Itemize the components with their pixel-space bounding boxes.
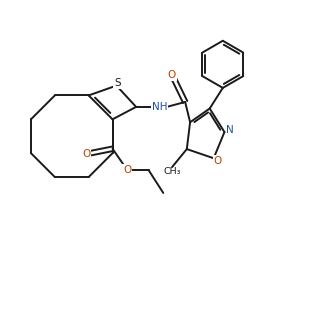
Text: NH: NH bbox=[152, 102, 167, 112]
Text: O: O bbox=[214, 156, 222, 166]
Text: CH₃: CH₃ bbox=[163, 167, 181, 175]
Text: O: O bbox=[123, 165, 131, 175]
Text: S: S bbox=[114, 78, 121, 88]
Text: O: O bbox=[82, 149, 90, 159]
Text: N: N bbox=[226, 125, 234, 135]
Text: O: O bbox=[168, 70, 176, 80]
